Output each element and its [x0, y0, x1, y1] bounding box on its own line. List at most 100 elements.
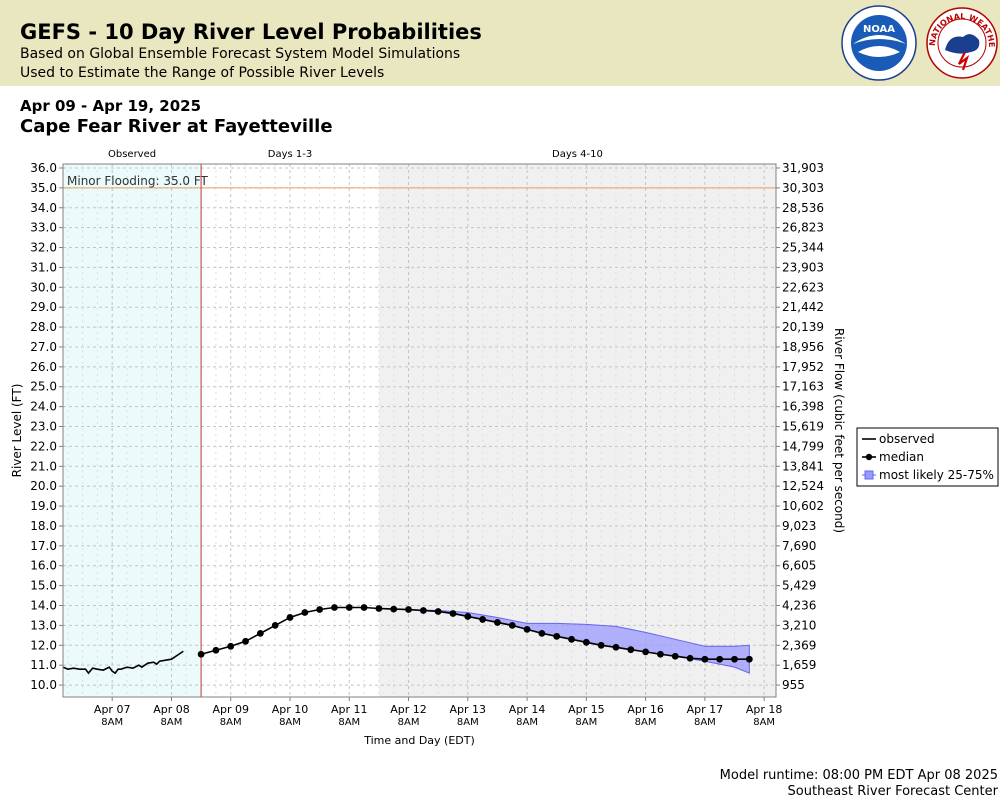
flow-tick-label: 20,139 [782, 320, 824, 334]
forecast-center: Southeast River Forecast Center [787, 784, 998, 799]
median-point [597, 641, 605, 649]
page-title: GEFS - 10 Day River Level Probabilities [20, 20, 482, 44]
x-tick-hour: 8AM [161, 717, 183, 728]
legend-observed-label: observed [879, 432, 935, 446]
x-tick-day: Apr 16 [627, 703, 664, 716]
y-tick-label: 11.0 [30, 658, 57, 672]
x-tick-day: Apr 17 [687, 703, 724, 716]
median-point [301, 609, 309, 616]
flow-tick-label: 2,369 [782, 638, 816, 652]
median-point [731, 655, 738, 663]
flow-tick-label: 12,524 [782, 479, 824, 493]
x-tick-hour: 8AM [635, 717, 657, 728]
y-tick-label: 17.0 [30, 539, 57, 553]
header-banner: GEFS - 10 Day River Level Probabilities … [0, 0, 1000, 86]
x-tick-hour: 8AM [220, 717, 242, 728]
x-tick-day: Apr 08 [153, 703, 190, 716]
flow-tick-label: 7,690 [782, 539, 816, 553]
median-point [642, 648, 650, 656]
nws-logo: NATIONAL WEATHER SERVICE [925, 4, 998, 79]
x-tick-hour: 8AM [338, 717, 360, 728]
flow-tick-label: 17,163 [782, 380, 824, 394]
median-point [197, 650, 205, 658]
x-tick-day: Apr 11 [331, 703, 368, 716]
median-point [479, 616, 487, 623]
median-point [568, 635, 575, 643]
y-tick-label: 16.0 [30, 559, 57, 573]
y-tick-label: 32.0 [30, 241, 57, 255]
model-runtime: Model runtime: 08:00 PM EDT Apr 08 2025 [719, 768, 998, 783]
flow-tick-label: 31,903 [782, 161, 824, 175]
noaa-logo-text: NOAA [863, 24, 895, 35]
y-tick-label: 15.0 [30, 579, 57, 593]
median-point [434, 608, 442, 615]
y-tick-label: 28.0 [30, 320, 57, 334]
flow-tick-label: 13,841 [782, 459, 824, 473]
median-point [464, 613, 472, 620]
x-tick-day: Apr 14 [509, 703, 546, 716]
median-point [657, 650, 664, 658]
legend-median-label: median [879, 450, 924, 464]
region-2 [378, 164, 776, 697]
x-tick-day: Apr 07 [94, 703, 131, 716]
median-point [686, 654, 694, 662]
median-point [390, 605, 398, 613]
region-label: Days 4-10 [552, 149, 603, 160]
median-point [331, 604, 338, 611]
flow-tick-label: 30,303 [782, 181, 824, 195]
y-tick-label: 18.0 [30, 519, 57, 533]
flood-level-label: Minor Flooding: 35.0 FT [67, 174, 209, 188]
y-tick-label: 23.0 [30, 420, 57, 434]
region-label: Observed [108, 149, 156, 160]
observed-line [62, 650, 184, 675]
flow-tick-label: 955 [782, 678, 805, 692]
median-point [553, 632, 561, 640]
station-name: Cape Fear River at Fayetteville [20, 116, 333, 137]
x-tick-day: Apr 15 [568, 703, 605, 716]
flow-tick-label: 17,952 [782, 360, 824, 374]
y-tick-label: 36.0 [30, 161, 57, 175]
median-point [316, 606, 324, 613]
median-point [375, 605, 383, 612]
legend-box [856, 427, 999, 487]
flow-tick-label: 10,602 [782, 499, 824, 513]
y-tick-label: 22.0 [30, 439, 57, 453]
y-tick-label: 20.0 [30, 479, 57, 493]
x-tick-hour: 8AM [516, 717, 538, 728]
flow-tick-label: 1,659 [782, 658, 816, 672]
y-tick-label: 31.0 [30, 260, 57, 274]
x-tick-hour: 8AM [575, 717, 597, 728]
flow-tick-label: 15,619 [782, 420, 824, 434]
flow-tick-label: 28,536 [782, 201, 824, 215]
median-point [449, 610, 457, 617]
y-tick-label: 19.0 [30, 499, 57, 513]
median-point [405, 606, 412, 613]
y-tick-label: 10.0 [30, 678, 57, 692]
median-point [671, 652, 679, 660]
flow-tick-label: 5,429 [782, 579, 816, 593]
flow-tick-label: 9,023 [782, 519, 816, 533]
x-tick-hour: 8AM [101, 717, 123, 728]
x-tick-hour: 8AM [279, 717, 301, 728]
y-tick-label: 29.0 [30, 300, 57, 314]
subtitle-line-1: Based on Global Ensemble Forecast System… [20, 46, 461, 62]
y-tick-label: 25.0 [30, 380, 57, 394]
median-point [523, 625, 531, 633]
x-tick-hour: 8AM [398, 717, 420, 728]
y2-axis-label: River Flow (cubic feet per second) [832, 328, 846, 533]
median-point [612, 643, 620, 651]
x-tick-day: Apr 09 [212, 703, 249, 716]
median-point [716, 655, 724, 663]
flow-tick-label: 23,903 [782, 260, 824, 274]
date-range: Apr 09 - Apr 19, 2025 [20, 97, 202, 115]
median-point [212, 646, 220, 654]
median-point [271, 622, 279, 629]
median-point [627, 646, 635, 654]
y-tick-label: 21.0 [30, 459, 57, 473]
x-tick-day: Apr 10 [272, 703, 309, 716]
flow-tick-label: 18,956 [782, 340, 824, 354]
median-point [508, 622, 516, 629]
median-point [538, 629, 546, 637]
noaa-logo: NOAA [841, 5, 917, 81]
median-point [286, 614, 294, 621]
